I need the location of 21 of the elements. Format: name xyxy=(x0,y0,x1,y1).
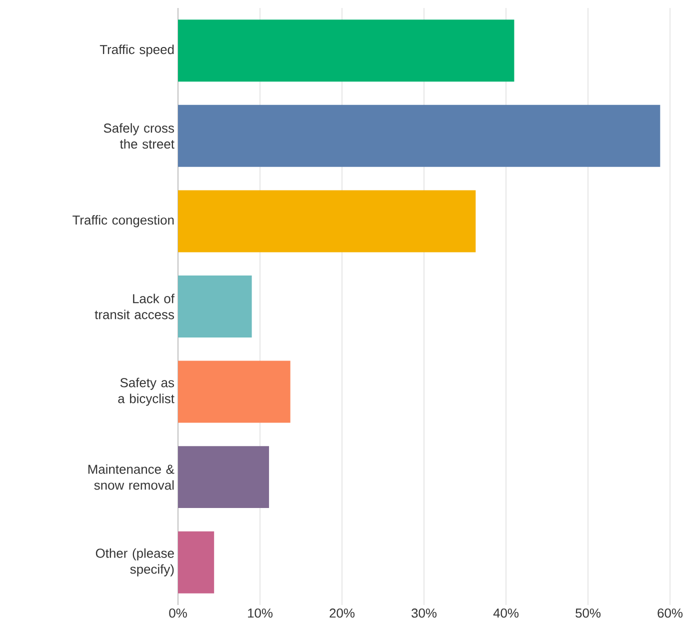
bar xyxy=(178,20,514,82)
bar xyxy=(178,360,290,423)
bar xyxy=(178,190,476,252)
y-tick-label: Safety as a bicyclist xyxy=(118,378,174,406)
y-tick-label: Traffic speed xyxy=(100,44,174,57)
x-tick-label: 50% xyxy=(576,608,601,618)
x-tick-label: 60% xyxy=(658,608,683,618)
bar xyxy=(178,531,214,594)
x-tick-label: 10% xyxy=(248,608,273,618)
x-tick-label: 40% xyxy=(493,608,519,618)
x-tick-label: 0% xyxy=(169,608,187,618)
y-tick-label: Lack of transit access xyxy=(94,294,175,320)
bar xyxy=(178,275,252,338)
y-tick-label: Traffic congestion xyxy=(72,215,174,228)
y-tick-label: Maintenance & snow removal xyxy=(88,464,174,490)
x-tick-label: 30% xyxy=(412,608,437,618)
x-tick-label: 20% xyxy=(330,608,355,618)
y-tick-label: Other (please specify) xyxy=(96,548,174,576)
y-tick-label: Safely cross the street xyxy=(104,123,174,149)
bar xyxy=(178,104,660,167)
bar xyxy=(178,446,270,508)
